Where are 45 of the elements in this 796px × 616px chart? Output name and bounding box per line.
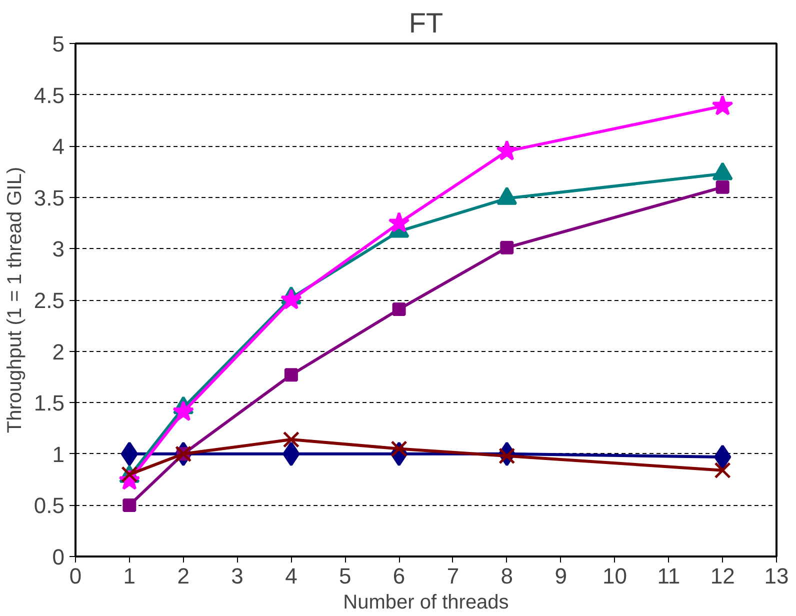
point: [716, 180, 730, 194]
point: [498, 448, 516, 464]
y-tick-label: 2.5: [34, 288, 65, 313]
y-tick-label: 5: [52, 32, 65, 56]
point: [172, 400, 194, 422]
y-tick-label: 4.5: [34, 82, 65, 108]
y-tick-label: 2: [52, 339, 65, 364]
x-tick-label: 10: [602, 564, 627, 588]
point: [714, 444, 732, 470]
point: [280, 288, 302, 310]
point: [282, 431, 300, 448]
point: [282, 442, 300, 466]
x-tick-label: 4: [285, 564, 298, 588]
point: [122, 498, 136, 512]
point: [390, 440, 408, 458]
x-tick-label: 0: [69, 564, 82, 588]
point: [284, 368, 298, 382]
x-tick-label: 5: [339, 564, 352, 588]
y-tick-label: 0: [52, 544, 65, 570]
x-tick-label: 13: [764, 564, 789, 588]
x-tick-label: 1: [123, 564, 136, 588]
x-tick-label: 3: [231, 564, 244, 588]
y-axis-title: Throughput (1 = 1 thread GIL): [4, 166, 26, 434]
x-tick-label: 7: [446, 564, 460, 588]
point: [500, 240, 514, 254]
x-tick-label: 6: [392, 564, 406, 588]
x-tick-label: 2: [177, 564, 190, 588]
x-tick-label: 12: [710, 564, 735, 588]
point: [392, 302, 406, 316]
point: [120, 442, 138, 466]
y-tick-label: 4: [52, 134, 65, 160]
point: [714, 462, 731, 479]
point: [388, 212, 410, 232]
y-tick-label: 0.5: [34, 493, 65, 518]
point: [496, 140, 518, 161]
x-tick-label: 8: [500, 564, 514, 588]
y-tick-label: 1: [52, 442, 65, 467]
y-tick-label: 1.5: [34, 390, 65, 416]
x-axis-title: Number of threads: [343, 592, 509, 614]
point: [712, 94, 734, 116]
y-tick-label: 3.5: [34, 185, 65, 210]
x-tick-label: 11: [657, 564, 680, 588]
y-tick-label: 3: [52, 236, 65, 262]
x-tick-label: 9: [554, 564, 567, 588]
chart-title: FT: [408, 8, 444, 38]
